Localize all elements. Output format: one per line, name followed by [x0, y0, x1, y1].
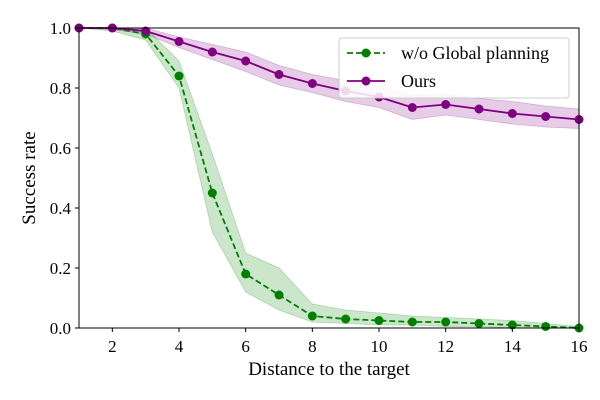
legend-label-ours: Ours [401, 71, 436, 91]
series-lines [79, 27, 580, 329]
data-point-wo-global-planning [307, 311, 317, 321]
data-point-wo-global-planning [507, 320, 517, 330]
x-tick-label: 6 [241, 337, 250, 356]
x-tick-label: 4 [175, 337, 184, 356]
y-axis-label: Success rate [19, 131, 40, 224]
data-point-wo-global-planning [241, 269, 251, 279]
data-point-wo-global-planning [207, 188, 217, 198]
x-tick-label: 14 [504, 337, 522, 356]
data-point-wo-global-planning [274, 290, 284, 300]
data-point-wo-global-planning [474, 319, 484, 328]
data-point-ours [274, 70, 284, 79]
data-point-wo-global-planning [374, 316, 384, 325]
data-point-ours [241, 56, 251, 66]
plot-frame [78, 27, 580, 329]
data-point-wo-global-planning [441, 317, 451, 327]
x-tick-label: 12 [437, 337, 454, 356]
y-tick-label: 0.8 [50, 79, 71, 98]
data-point-wo-global-planning [341, 314, 351, 324]
y-tick-label: 1.0 [50, 19, 71, 38]
x-tick-label: 16 [571, 337, 588, 356]
data-point-ours [474, 104, 484, 114]
y-axis-ticks: 0.0 0.2 0.4 0.6 0.8 1.0 [50, 19, 79, 338]
data-point-wo-global-planning [407, 317, 417, 327]
legend-label-wo-global-planning: w/o Global planning [401, 43, 549, 63]
data-point-ours [307, 79, 317, 88]
legend-marker-ours [361, 76, 371, 86]
legend-box [338, 37, 570, 99]
legend-marker-wo-global-planning [361, 48, 371, 58]
x-tick-label: 8 [308, 337, 317, 356]
legend: w/o Global planning Ours [338, 37, 570, 99]
data-point-ours [407, 103, 417, 112]
y-tick-label: 0.2 [50, 259, 71, 278]
data-point-ours [174, 37, 184, 46]
data-point-wo-global-planning [174, 71, 184, 81]
y-tick-label: 0.0 [50, 319, 71, 338]
data-point-ours [441, 100, 451, 109]
x-axis-ticks: 2 4 6 8 10 12 14 16 [108, 328, 588, 356]
series-line-wo-global-planning [79, 27, 580, 329]
series-line-ours [79, 27, 580, 121]
data-point-wo-global-planning [541, 322, 551, 331]
data-point-ours [207, 47, 217, 57]
x-tick-label: 2 [108, 337, 117, 356]
data-point-ours [507, 109, 517, 118]
x-axis-label: Distance to the target [248, 359, 410, 380]
y-tick-label: 0.4 [50, 199, 72, 218]
x-tick-label: 10 [371, 337, 388, 356]
data-point-ours [141, 26, 151, 36]
data-point-ours [541, 112, 551, 121]
y-tick-label: 0.6 [50, 139, 71, 158]
